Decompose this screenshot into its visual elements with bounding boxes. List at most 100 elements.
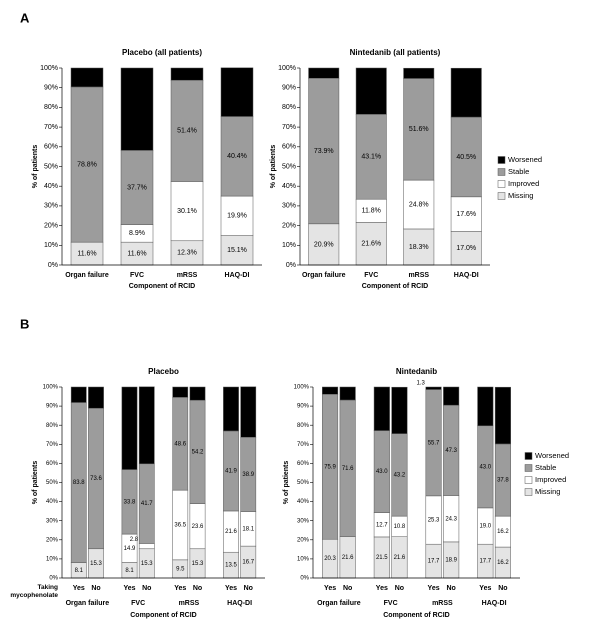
value-label: 12.7 <box>376 522 388 528</box>
y-tick-label: 90% <box>44 85 58 92</box>
value-label: 83.8 <box>73 480 85 486</box>
chart-title: Nintedanib <box>396 367 437 376</box>
value-label: 6.8 <box>344 391 353 397</box>
value-label: 5.2% <box>316 70 332 77</box>
value-label: 9.5 <box>447 394 456 400</box>
group-label: HAQ-DI <box>482 600 507 607</box>
x-tick-label: Yes <box>225 585 237 592</box>
value-label: 33.8 <box>124 499 136 505</box>
y-tick-label: 60% <box>46 461 59 467</box>
bar-segment <box>170 240 204 266</box>
value-label: 73.9% <box>314 148 334 155</box>
y-tick-label: 70% <box>282 124 296 131</box>
legend-swatch <box>524 452 533 460</box>
bar-segment <box>355 114 387 200</box>
x-tick-label: No <box>447 585 456 592</box>
bar-segment <box>170 67 204 81</box>
value-label: 11.8% <box>362 208 381 215</box>
y-tick-label: 40% <box>282 183 296 190</box>
y-tick-label: 50% <box>282 163 296 170</box>
value-label: 1.3 <box>416 381 425 387</box>
bar-segment <box>240 386 257 438</box>
panel-label: A <box>20 10 30 25</box>
value-label: 6.2% <box>179 71 195 78</box>
bar-segment <box>450 67 482 118</box>
legend-label: Worsened <box>508 155 542 164</box>
bar-segment <box>70 67 104 88</box>
value-label: 43.1% <box>361 154 381 161</box>
y-tick-label: 0% <box>300 576 309 582</box>
x-tick-label: Yes <box>123 585 135 592</box>
legend-swatch <box>497 192 506 200</box>
value-label: 75.9 <box>324 464 336 470</box>
y-tick-label: 30% <box>46 518 59 524</box>
chart-title: Placebo (all patients) <box>122 48 202 57</box>
value-label: 17.6% <box>456 211 476 218</box>
x-tick-label: Yes <box>174 585 186 592</box>
y-axis-label: % of patients <box>32 461 39 505</box>
value-label: 6.9 <box>193 391 202 397</box>
value-label: 15.3 <box>192 561 204 567</box>
value-label: 40.5% <box>456 154 476 161</box>
y-tick-label: 70% <box>46 442 59 448</box>
bar-segment <box>223 386 239 432</box>
bar-segment <box>403 67 435 79</box>
value-label: 8.1 <box>75 568 84 574</box>
x-tick-label: FVC <box>364 272 378 279</box>
x-tick-label: No <box>498 585 507 592</box>
bar-segment <box>308 67 340 79</box>
y-tick-label: 90% <box>282 85 296 92</box>
legend-label: Worsened <box>535 451 569 460</box>
y-tick-label: 80% <box>282 104 296 111</box>
value-label: 30.1% <box>177 208 197 215</box>
value-label: 25.3 <box>428 518 440 524</box>
y-tick-label: 10% <box>44 242 58 249</box>
y-tick-label: 60% <box>44 144 58 151</box>
x-tick-label: Yes <box>73 585 85 592</box>
value-label: 19.0 <box>479 524 491 530</box>
bar-segment <box>403 78 435 181</box>
value-label: 36.5 <box>174 523 186 529</box>
value-label: 15.3 <box>141 561 153 567</box>
group-label: mRSS <box>432 600 453 607</box>
bar-segment <box>494 386 511 445</box>
value-label: 10.8 <box>394 524 406 530</box>
value-label: 16.2 <box>497 529 509 535</box>
legend-swatch <box>497 156 506 164</box>
y-tick-label: 80% <box>46 423 59 429</box>
value-label: 43.2 <box>124 426 136 432</box>
bar-segment <box>308 223 340 266</box>
bar-segment <box>355 222 387 266</box>
value-label: 54.2 <box>192 450 204 456</box>
y-tick-label: 40% <box>46 499 59 505</box>
value-label: 38.9 <box>242 472 254 478</box>
x-tick-label: Yes <box>376 585 388 592</box>
x-axis-label: Component of RCID <box>383 612 450 619</box>
bar-segment <box>120 67 154 151</box>
value-label: 16.7 <box>242 560 254 566</box>
legend-swatch <box>524 464 533 472</box>
value-label: 51.6% <box>409 126 429 133</box>
x-tick-label: HAQ-DI <box>225 272 250 279</box>
x-axis-label: Component of RCID <box>129 283 196 290</box>
value-label: 43.0 <box>479 464 491 470</box>
bar-segment <box>443 386 460 406</box>
bar-segment <box>450 116 482 198</box>
value-label: 21.5 <box>376 555 388 561</box>
y-tick-label: 100% <box>294 385 310 391</box>
value-label: 24.7% <box>227 89 247 96</box>
value-label: 21.6 <box>225 529 237 535</box>
bar-segment <box>308 77 340 225</box>
x-axis-label: Component of RCID <box>130 612 197 619</box>
y-tick-label: 0% <box>48 262 58 269</box>
bar-segment <box>339 386 356 401</box>
bar-segment <box>355 67 387 115</box>
panel-label: B <box>20 316 29 331</box>
value-label: 18.9 <box>445 558 457 564</box>
value-label: 29.7 <box>497 413 509 419</box>
bar-segment <box>322 386 339 395</box>
value-label: 18.3% <box>409 244 429 251</box>
y-tick-label: 10% <box>46 556 59 562</box>
y-tick-label: 40% <box>44 183 58 190</box>
